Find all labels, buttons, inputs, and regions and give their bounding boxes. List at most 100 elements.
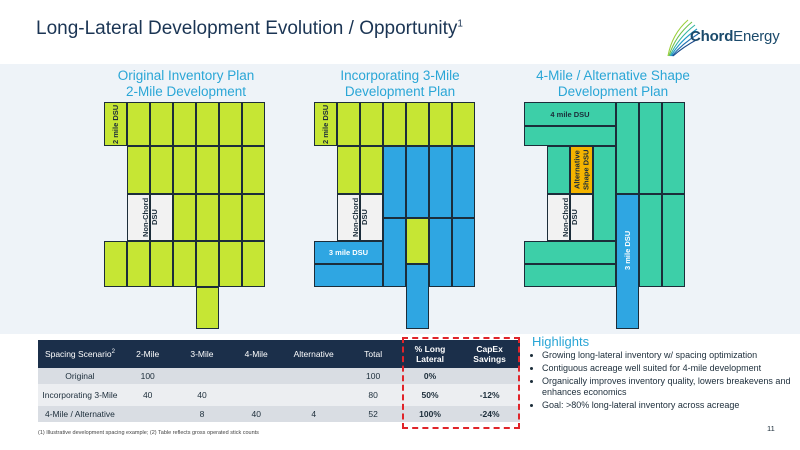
plan-title-4mile: 4-Mile / Alternative Shape Development Pl…: [536, 68, 690, 99]
col-header: CapEx Savings: [459, 340, 520, 368]
dsu-2mile-cell: [173, 102, 196, 146]
footnote: (1) Illustrative development spacing exa…: [38, 430, 259, 436]
label-non-chord-dsu: Non-Chord DSU: [351, 197, 369, 238]
table-cell: [121, 406, 174, 422]
dsu-2mile-cell: [173, 241, 196, 287]
table-cell: 52: [345, 406, 401, 422]
table-cell: 0%: [400, 368, 460, 384]
dsu-4mile-cell: [547, 146, 570, 194]
dsu-4mile-cell: [662, 102, 685, 194]
table-cell: Incorporating 3-Mile: [38, 384, 122, 406]
col-header: 3-Mile: [173, 340, 231, 368]
dsu-2mile-cell: [173, 146, 196, 194]
dsu-3mile-cell: [452, 146, 475, 218]
dsu-2mile-cell: [127, 102, 150, 146]
table-cell: 40: [121, 384, 174, 406]
col-header: 2-Mile: [121, 340, 174, 368]
table-row: Incorporating 3-Mile 40 40 80 50% -12%: [38, 384, 520, 406]
table-cell: -24%: [459, 406, 520, 422]
dsu-2mile-cell: [150, 241, 173, 287]
table-cell: [282, 368, 346, 384]
list-item: Growing long-lateral inventory w/ spacin…: [542, 350, 792, 361]
list-item: Organically improves inventory quality, …: [542, 376, 792, 398]
plan-title-original: Original Inventory Plan 2-Mile Developmen…: [117, 68, 255, 99]
dsu-3mile-cell: [406, 264, 429, 329]
dsu-2mile-cell: [242, 194, 265, 241]
table-cell: [282, 384, 346, 406]
logo-text: ChordEnergy: [690, 28, 780, 45]
col-header-scenario: Spacing Scenario2: [38, 340, 122, 368]
table-cell: [230, 368, 283, 384]
dsu-3mile-cell: [383, 146, 406, 218]
dsu-2mile-cell: [196, 194, 219, 241]
dsu-2mile-cell: [219, 146, 242, 194]
dsu-2mile-cell: [150, 102, 173, 146]
highlights-list: Growing long-lateral inventory w/ spacin…: [532, 350, 792, 413]
dsu-2mile-cell: [196, 241, 219, 287]
table-cell: 40: [230, 406, 283, 422]
page-title: Long-Lateral Development Evolution / Opp…: [36, 18, 463, 39]
col-header: Total: [345, 340, 401, 368]
dsu-3mile-horizontal: [314, 241, 383, 264]
dsu-3mile-cell: [383, 218, 406, 287]
dsu-3mile-horizontal: [314, 264, 383, 287]
label-non-chord-dsu: Non-Chord DSU: [141, 197, 159, 238]
dsu-2mile-cell: [406, 218, 429, 264]
dsu-2mile-cell: [314, 102, 337, 146]
non-chord-dsu: [547, 194, 570, 241]
dsu-4mile-cell: [662, 194, 685, 287]
dsu-2mile-cell: [242, 241, 265, 287]
table-cell: -12%: [459, 384, 520, 406]
dsu-2mile-cell: [219, 194, 242, 241]
dsu-3mile-cell: [406, 146, 429, 218]
table-cell: 100: [345, 368, 401, 384]
chord-energy-logo: [667, 19, 699, 57]
alternative-shape-dsu: [570, 146, 593, 194]
label-2mile-dsu: 2 mile DSU: [321, 104, 330, 144]
col-header: 4-Mile: [230, 340, 283, 368]
dsu-2mile-cell: [242, 102, 265, 146]
dsu-4mile-horizontal: [524, 102, 616, 126]
table-cell: 4: [282, 406, 346, 422]
dsu-2mile-cell: [219, 102, 242, 146]
table-cell: 100%: [400, 406, 460, 422]
table-cell: 4-Mile / Alternative: [38, 406, 122, 422]
dsu-2mile-cell: [127, 241, 150, 287]
dsu-2mile-cell: [104, 241, 127, 287]
dsu-2mile-cell: [406, 102, 429, 146]
non-chord-dsu: [337, 194, 360, 241]
dsu-2mile-cell: [104, 102, 127, 146]
dsu-4mile-horizontal: [524, 126, 616, 146]
dsu-3mile-cell: [452, 218, 475, 287]
dsu-2mile-cell: [337, 146, 360, 194]
dsu-3mile-cell: [429, 218, 452, 287]
non-chord-dsu: [360, 194, 383, 241]
dsu-3mile-cell: [429, 146, 452, 218]
table-cell: 80: [345, 384, 401, 406]
label-2mile-dsu: 2 mile DSU: [111, 104, 120, 144]
dsu-2mile-cell: [242, 146, 265, 194]
non-chord-dsu: [150, 194, 173, 241]
table-cell: [230, 384, 283, 406]
dsu-2mile-cell: [337, 102, 360, 146]
dsu-2mile-cell: [127, 146, 150, 194]
dsu-4mile-cell: [593, 146, 616, 241]
dsu-2mile-cell: [173, 194, 196, 241]
dsu-2mile-cell: [219, 241, 242, 287]
dsu-2mile-cell: [360, 102, 383, 146]
dsu-4mile-horizontal: [524, 241, 616, 264]
table-cell: 8: [173, 406, 231, 422]
label-3mile-dsu: 3 mile DSU: [328, 248, 369, 257]
table-cell: [459, 368, 520, 384]
table-row: Original 100 100 0%: [38, 368, 520, 384]
col-header: Alternative: [282, 340, 346, 368]
long-lateral-highlight-box: [402, 337, 520, 429]
label-3mile-dsu: 3 mile DSU: [623, 230, 632, 270]
dsu-2mile-cell: [196, 102, 219, 146]
col-header: % Long Lateral: [400, 340, 460, 368]
non-chord-dsu: [127, 194, 150, 241]
list-item: Goal: >80% long-lateral inventory across…: [542, 400, 792, 411]
dsu-4mile-cell: [639, 194, 662, 287]
dsu-2mile-cell: [196, 146, 219, 194]
table-cell: 40: [173, 384, 231, 406]
